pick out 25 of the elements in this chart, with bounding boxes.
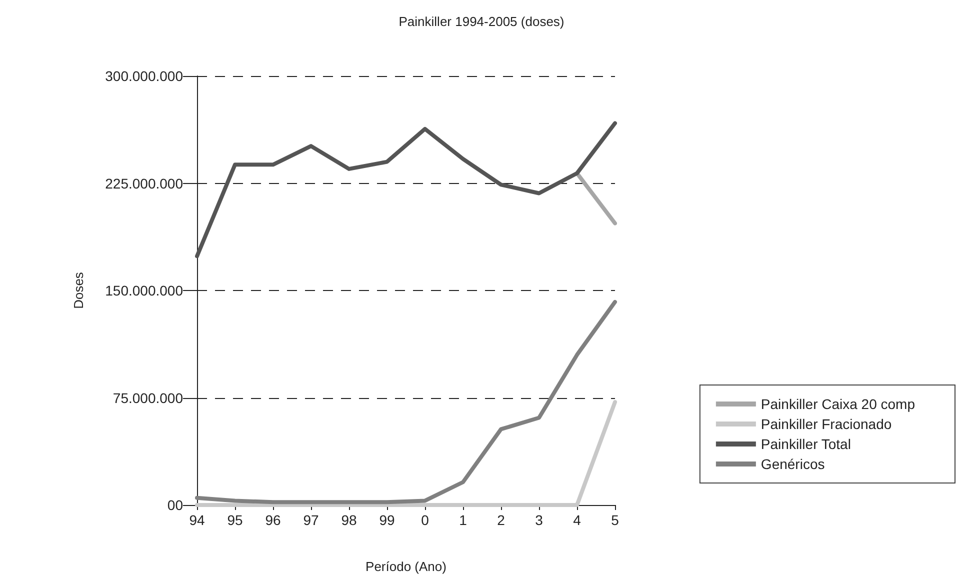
x-tick-label: 5 xyxy=(611,512,620,528)
legend-label: Painkiller Fracionado xyxy=(760,416,892,432)
legend-label: Painkiller Total xyxy=(760,436,851,452)
y-axis-title: Doses xyxy=(71,272,86,309)
x-tick-label: 98 xyxy=(341,512,357,528)
legend-label: Genéricos xyxy=(760,456,825,472)
x-axis-title: Período (Ano) xyxy=(366,559,446,574)
x-tick-label: 96 xyxy=(265,512,281,528)
x-tick-label: 97 xyxy=(303,512,319,528)
x-tick-label: 2 xyxy=(497,512,506,528)
x-tick-label: 99 xyxy=(379,512,395,528)
y-tick-label: 300.000.000 xyxy=(105,68,184,84)
y-tick-label: 75.000.000 xyxy=(112,390,184,406)
chart-title: Painkiller 1994-2005 (doses) xyxy=(398,14,564,29)
y-tick-label: 225.000.000 xyxy=(105,175,184,192)
line-series xyxy=(195,121,617,258)
x-tick-label: 1 xyxy=(459,512,468,528)
y-tick-label: 00 xyxy=(167,497,184,513)
x-tick-label: 94 xyxy=(189,512,205,528)
x-tick-label: 4 xyxy=(573,512,582,528)
x-tick-label: 95 xyxy=(227,512,243,528)
legend-label: Painkiller Caixa 20 comp xyxy=(760,396,916,412)
y-tick-label: 150.000.000 xyxy=(105,282,184,298)
x-tick-label: 0 xyxy=(421,512,430,528)
x-tick-label: 3 xyxy=(535,512,544,528)
